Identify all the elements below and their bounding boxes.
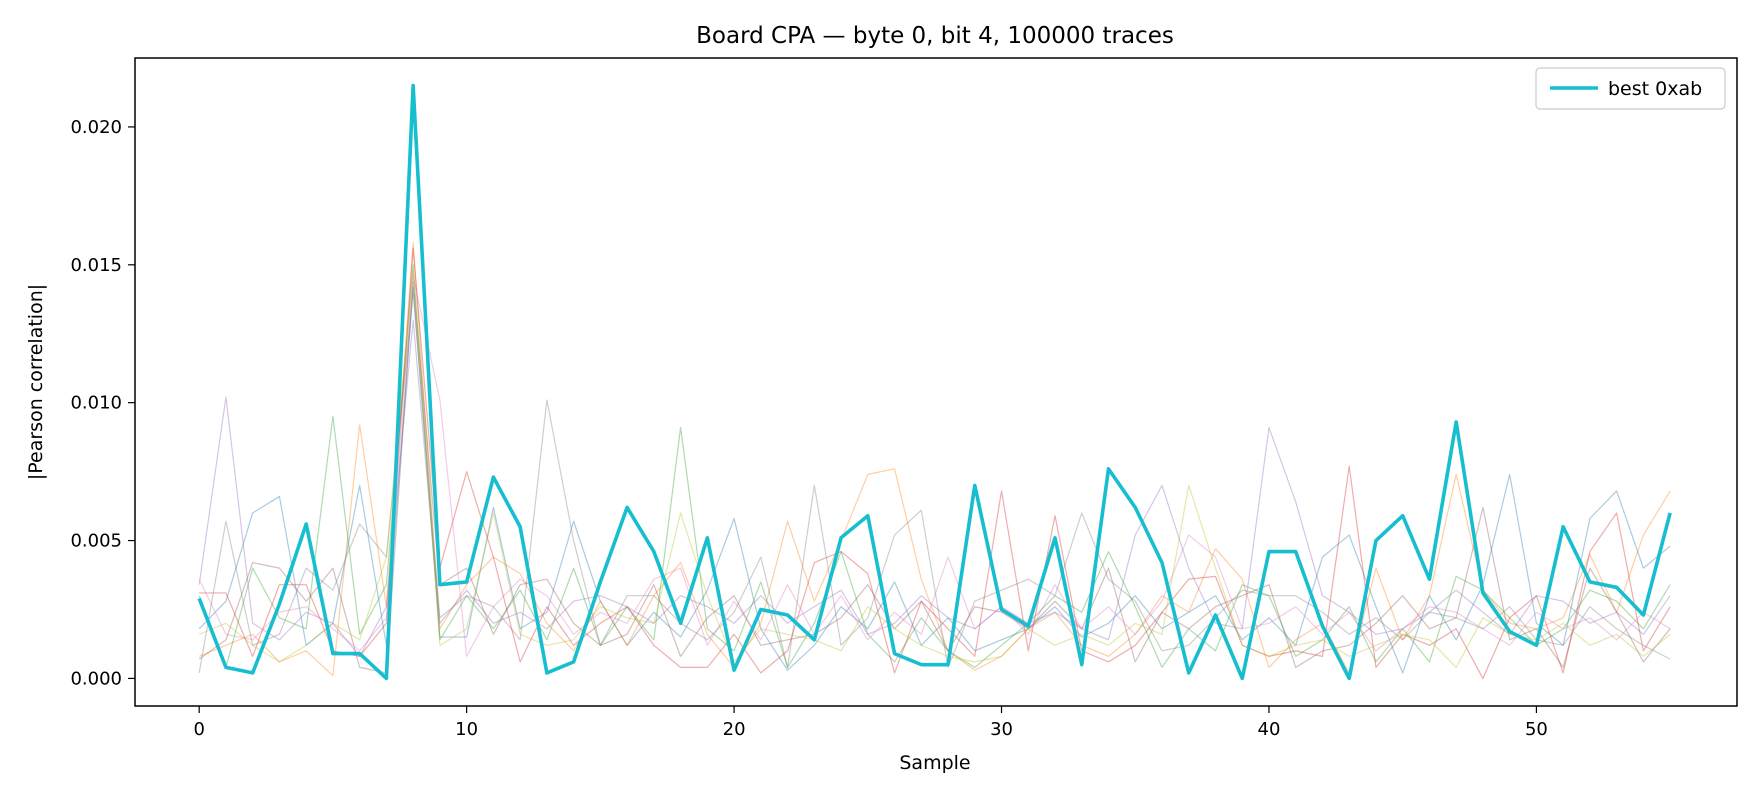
y-tick-label: 0.015 bbox=[70, 255, 122, 276]
y-axis: 0.000 0.005 0.010 0.015 0.020 bbox=[70, 117, 135, 689]
x-axis-label: Sample bbox=[899, 752, 970, 774]
x-tick-label: 40 bbox=[1258, 719, 1281, 740]
candidate-series-line-5 bbox=[198, 319, 1671, 657]
candidate-series-line-6 bbox=[198, 280, 1671, 674]
x-axis: 0 10 20 30 40 50 bbox=[193, 706, 1548, 740]
candidate-series-line-1 bbox=[198, 286, 1671, 674]
plot-area bbox=[197, 83, 1672, 681]
best-series-line bbox=[197, 83, 1672, 681]
y-axis-label: |Pearson correlation| bbox=[25, 284, 47, 480]
plot-frame bbox=[134, 57, 1738, 707]
x-tick-label: 30 bbox=[990, 719, 1013, 740]
chart-title: Board CPA — byte 0, bit 4, 100000 traces bbox=[696, 23, 1174, 49]
candidate-series-line-3 bbox=[198, 264, 1671, 668]
x-tick-label: 0 bbox=[193, 719, 204, 740]
x-tick-label: 50 bbox=[1525, 719, 1548, 740]
candidate-series-line-7 bbox=[198, 275, 1671, 657]
candidate-series-line-8 bbox=[198, 291, 1671, 674]
y-tick-label: 0.020 bbox=[70, 117, 122, 138]
y-tick-label: 0.010 bbox=[70, 393, 122, 414]
legend: best 0xab bbox=[1535, 67, 1726, 110]
x-tick-label: 10 bbox=[455, 719, 478, 740]
candidate-series-line-4 bbox=[199, 247, 1671, 680]
y-tick-label: 0.005 bbox=[70, 531, 122, 552]
candidate-series-line-9 bbox=[198, 269, 1671, 668]
y-tick-label: 0.000 bbox=[70, 668, 122, 689]
legend-box bbox=[1535, 67, 1726, 110]
legend-label: best 0xab bbox=[1608, 78, 1702, 100]
x-tick-label: 20 bbox=[723, 719, 746, 740]
candidate-series-line-2 bbox=[198, 242, 1671, 677]
